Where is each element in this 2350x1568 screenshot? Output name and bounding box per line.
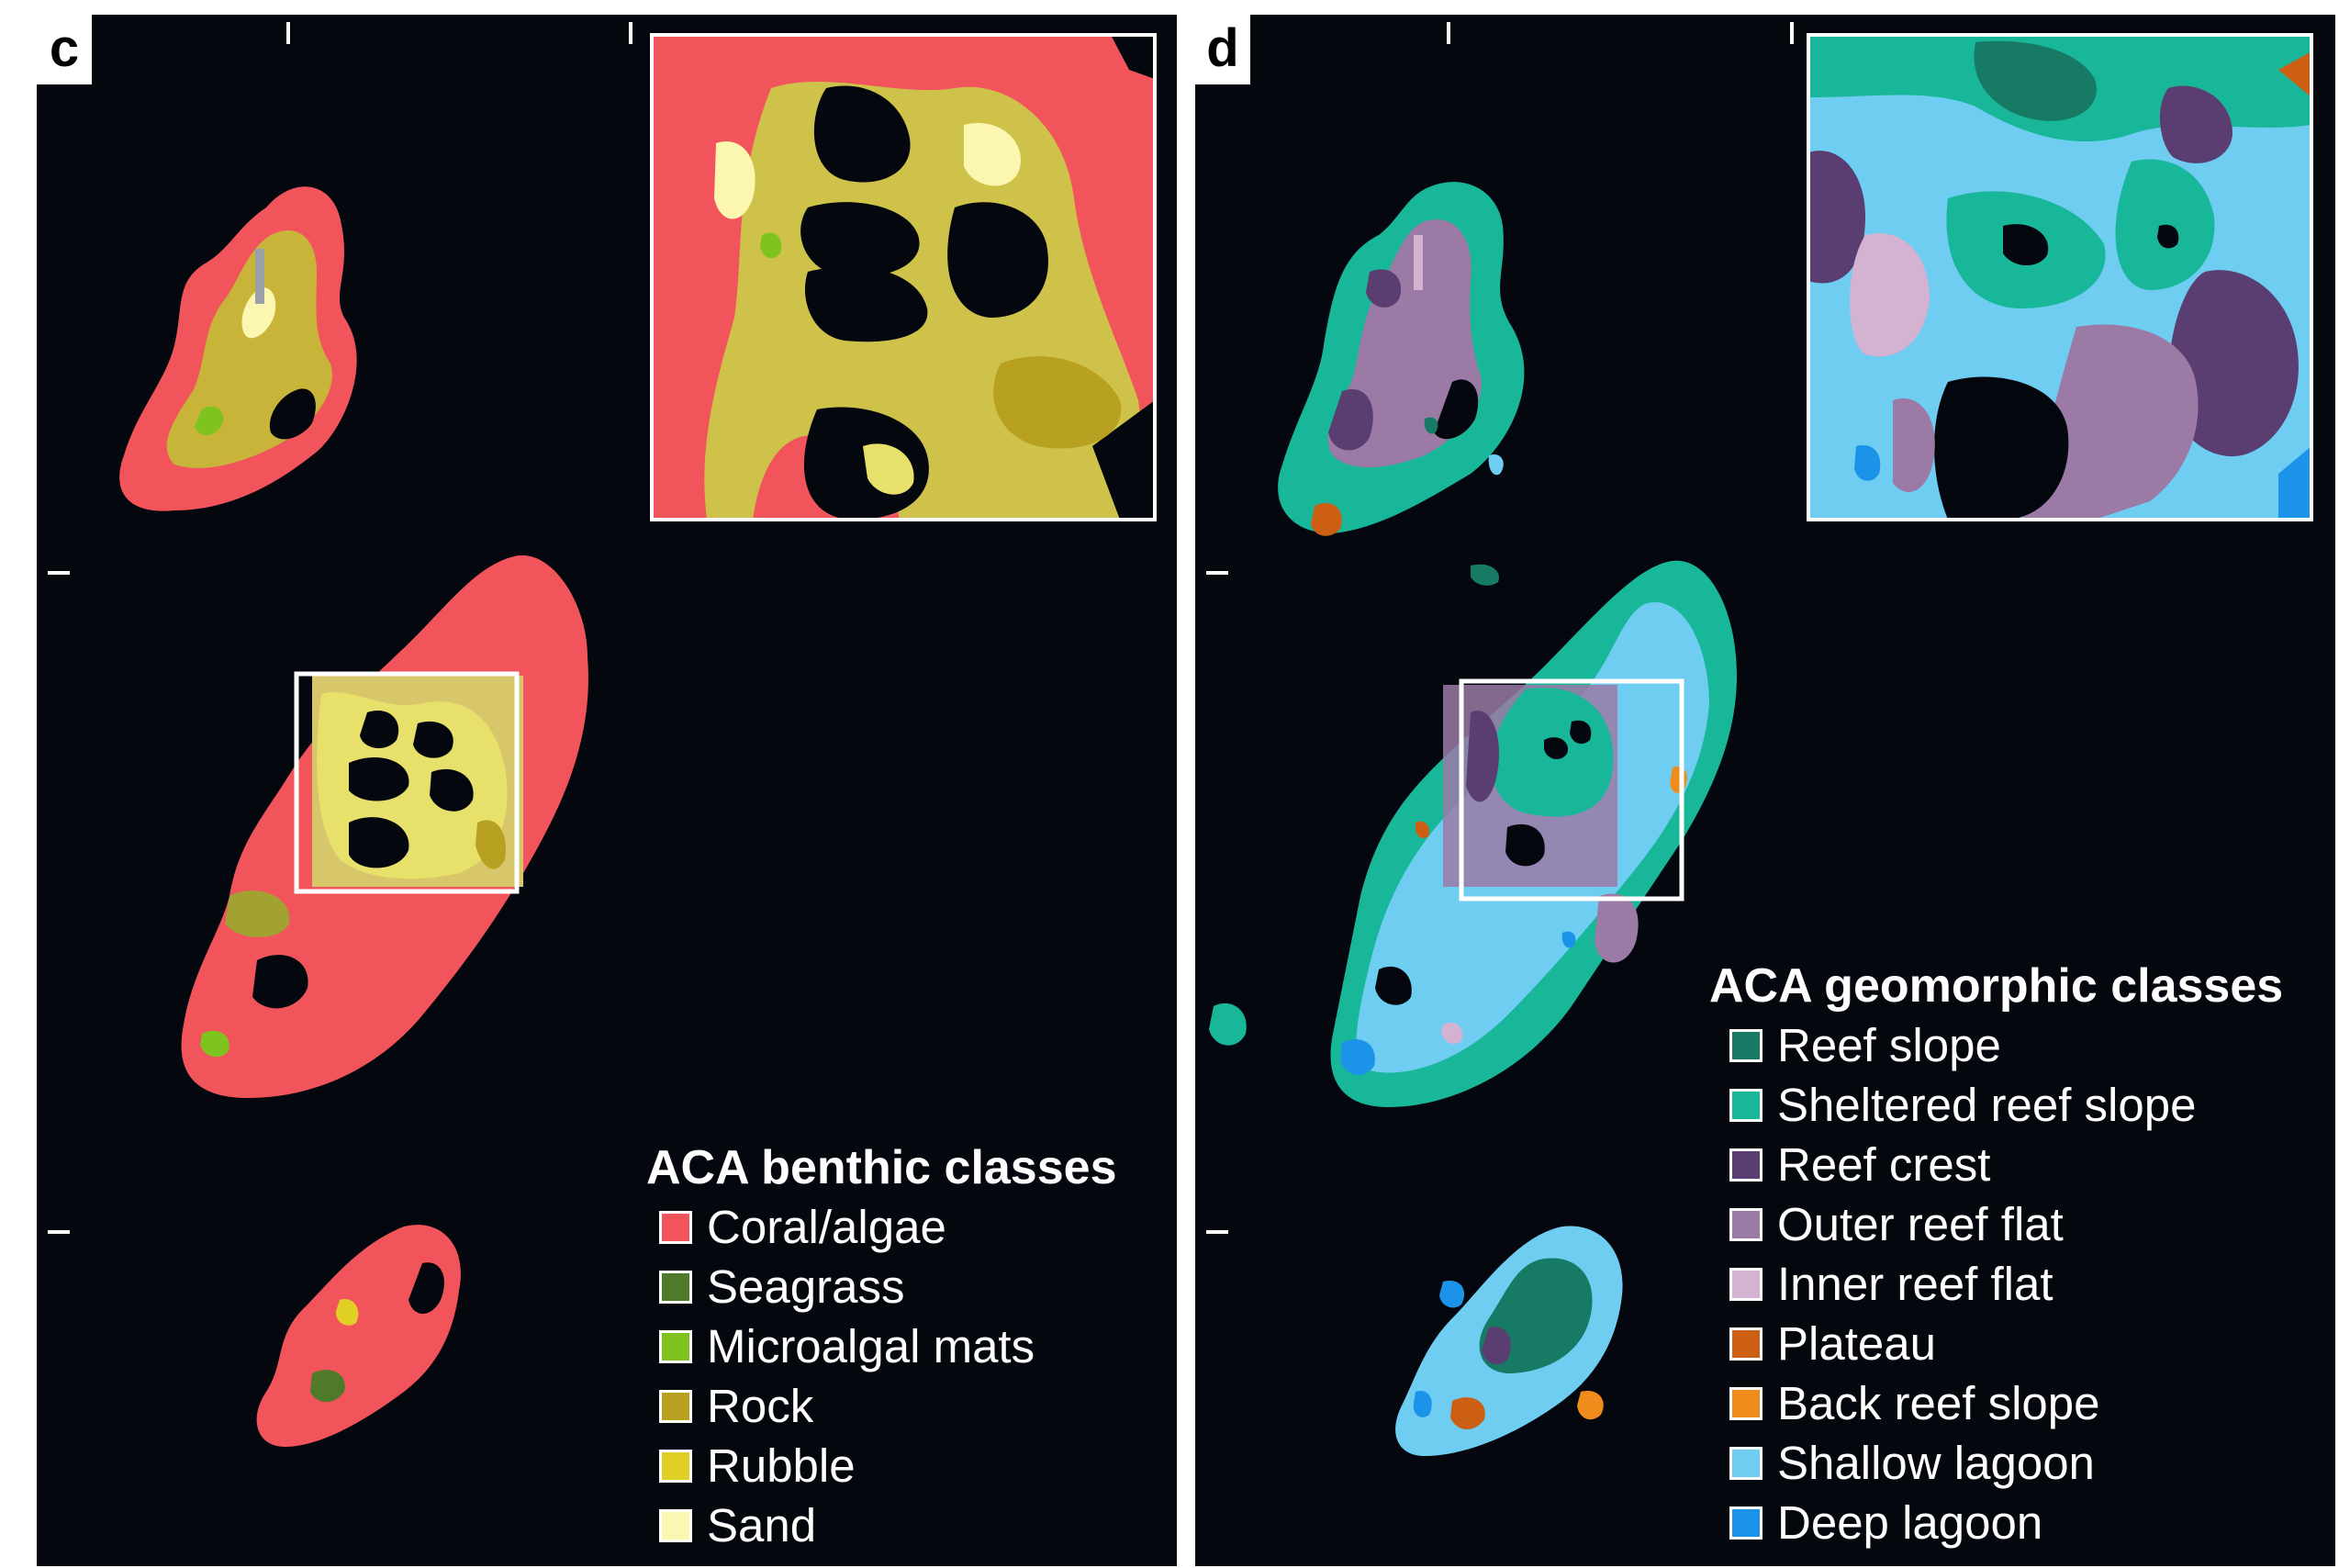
axis-tick <box>1206 1230 1228 1234</box>
inset-frame <box>1807 33 2313 521</box>
legend-swatch <box>659 1389 692 1423</box>
benthic-legend: ACA benthic classes Coral/algae Seagrass M… <box>646 1138 1116 1555</box>
legend-item: Microalgal mats <box>659 1316 1116 1376</box>
legend-label: Rubble <box>707 1439 856 1492</box>
legend-item: Shallow lagoon <box>1729 1433 2283 1493</box>
axis-tick <box>629 22 632 44</box>
axis-tick <box>48 1230 70 1234</box>
legend-label: Seagrass <box>707 1260 905 1313</box>
reef-central-benthic <box>181 554 588 1098</box>
legend-label: Microalgal mats <box>707 1320 1035 1372</box>
legend-swatch <box>1729 1327 1762 1361</box>
legend-item: Sheltered reef slope <box>1729 1075 2283 1135</box>
legend-swatch <box>659 1329 692 1363</box>
legend-label: Coral/algae <box>707 1201 946 1253</box>
legend-item: Plateau <box>1729 1314 2283 1373</box>
panel-label-c: c <box>37 15 92 84</box>
reef-north-geomorphic <box>1278 182 1525 536</box>
legend-swatch <box>1729 1446 1762 1480</box>
legend-swatch <box>1729 1207 1762 1241</box>
legend-label: Sand <box>707 1499 817 1551</box>
benthic-map <box>119 33 1157 1447</box>
reef-south-geomorphic <box>1395 1226 1623 1456</box>
legend-item: Outer reef flat <box>1729 1194 2283 1254</box>
legend-item: Seagrass <box>659 1257 1116 1316</box>
legend-title: ACA geomorphic classes <box>1709 959 2284 1013</box>
legend-swatch <box>1729 1267 1762 1301</box>
reef-central-geomorphic <box>1330 560 1737 1107</box>
legend-swatch <box>1729 1028 1762 1062</box>
panel-label-d: d <box>1195 15 1250 84</box>
legend-swatch <box>1729 1506 1762 1540</box>
benthic-map-panel: c <box>37 15 1177 1566</box>
legend-swatch <box>659 1270 692 1304</box>
reef-north-benthic <box>119 186 357 511</box>
legend-item: Rock <box>659 1376 1116 1436</box>
legend-label: Deep lagoon <box>1777 1496 2043 1549</box>
legend-swatch <box>1729 1088 1762 1122</box>
legend-label: Rock <box>707 1380 814 1432</box>
legend-label: Inner reef flat <box>1777 1258 2053 1310</box>
legend-label: Reef slope <box>1777 1019 2001 1071</box>
axis-tick <box>1447 22 1450 44</box>
inset-map-benthic <box>652 35 1155 521</box>
legend-item: Coral/algae <box>659 1197 1116 1257</box>
legend-label: Outer reef flat <box>1777 1198 2064 1250</box>
geomorphic-legend: ACA geomorphic classes Reef slope Shelter… <box>1709 957 2283 1552</box>
legend-title: ACA benthic classes <box>646 1141 1117 1194</box>
legend-item: Reef crest <box>1729 1135 2283 1194</box>
inset-frame <box>650 33 1157 521</box>
axis-tick <box>286 22 290 44</box>
legend-swatch <box>1729 1148 1762 1182</box>
legend-item: Deep lagoon <box>1729 1493 2283 1552</box>
legend-items: Reef slope Sheltered reef slope Reef crest… <box>1729 1015 2283 1552</box>
reef-south-benthic <box>256 1225 461 1447</box>
legend-label: Back reef slope <box>1777 1377 2100 1429</box>
inset-map-geomorphic <box>1808 35 2311 520</box>
legend-swatch <box>659 1449 692 1483</box>
legend-item: Rubble <box>659 1436 1116 1495</box>
legend-items: Coral/algae Seagrass Microalgal mats Rock Ru… <box>659 1197 1116 1555</box>
legend-label: Shallow lagoon <box>1777 1437 2095 1489</box>
legend-item: Sand <box>659 1495 1116 1555</box>
legend-label: Sheltered reef slope <box>1777 1079 2197 1131</box>
legend-item: Back reef slope <box>1729 1373 2283 1433</box>
legend-label: Reef crest <box>1777 1138 1991 1191</box>
legend-swatch <box>1729 1386 1762 1420</box>
legend-item: Inner reef flat <box>1729 1254 2283 1314</box>
axis-tick <box>1206 571 1228 575</box>
legend-swatch <box>659 1508 692 1542</box>
zoom-extent-box <box>1459 678 1684 902</box>
zoom-extent-box <box>294 671 520 894</box>
legend-label: Plateau <box>1777 1317 1936 1370</box>
axis-tick <box>48 571 70 575</box>
axis-tick <box>1790 22 1794 44</box>
legend-swatch <box>659 1210 692 1244</box>
geomorphic-map <box>1209 33 2313 1456</box>
legend-item: Reef slope <box>1729 1015 2283 1075</box>
geomorphic-map-panel: d <box>1195 15 2335 1566</box>
